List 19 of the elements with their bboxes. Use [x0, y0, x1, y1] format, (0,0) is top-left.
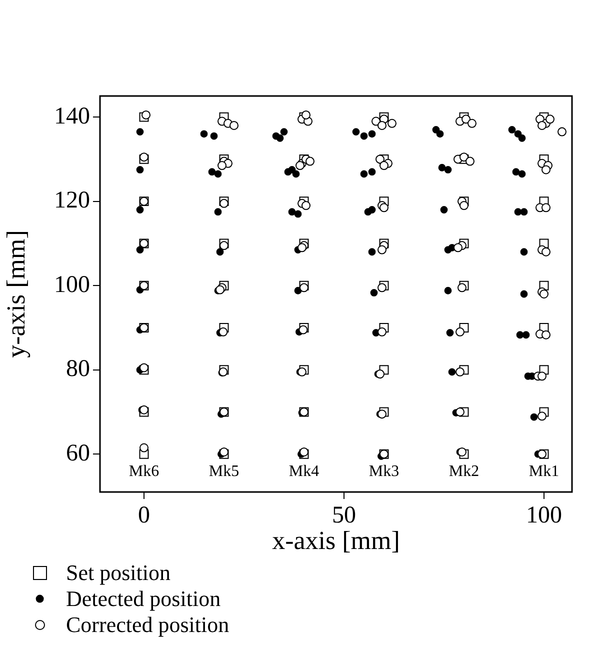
annotation: Mk1: [528, 463, 560, 480]
legend-label: Set position: [66, 560, 171, 586]
x-tick-label: 50: [332, 502, 356, 529]
y-tick-label: 140: [54, 103, 90, 130]
y-tick-label: 60: [66, 440, 90, 466]
annotation: Mk3: [368, 463, 400, 480]
annotation: Mk5: [208, 463, 240, 480]
annotation: Mk2: [448, 463, 480, 480]
annotation: Mk4: [288, 463, 320, 480]
y-tick-label: 80: [66, 356, 90, 382]
annotation: Mk6: [128, 463, 160, 480]
y-tick-label: 100: [54, 272, 90, 298]
legend-label: Detected position: [66, 586, 221, 612]
legend-label: Corrected position: [66, 612, 230, 638]
y-axis-title: y-axis [mm]: [1, 230, 30, 358]
x-axis-title: x-axis [mm]: [272, 526, 400, 556]
y-tick-label: 120: [54, 188, 90, 214]
x-tick-label: 0: [138, 502, 150, 529]
x-tick-label: 100: [526, 502, 562, 529]
